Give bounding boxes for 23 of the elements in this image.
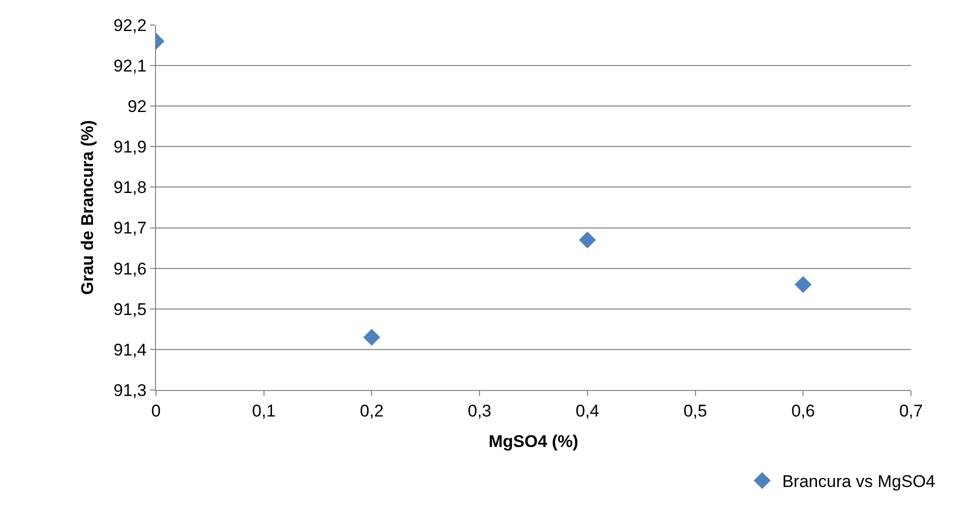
x-tick-label: 0,7 <box>899 401 923 420</box>
point <box>794 276 812 294</box>
y-tick-label: 92,1 <box>114 56 147 76</box>
legend-label: Brancura vs MgSO4 <box>782 472 936 492</box>
y-tick-label: 91,5 <box>114 300 147 319</box>
x-axis-title: MgSO4 (%) <box>488 432 578 451</box>
x-tick-label: 0,1 <box>252 401 276 420</box>
y-tick-label: 91,8 <box>114 178 147 198</box>
y-tick-label: 91,7 <box>114 218 147 238</box>
y-tick-label: 91,3 <box>114 380 147 400</box>
y-tick-label: 91,4 <box>114 340 147 360</box>
y-tick-label: 91,6 <box>114 259 147 278</box>
y-tick-label: 92 <box>128 97 147 116</box>
x-tick-label: 0,3 <box>468 401 492 420</box>
y-tick-label: 91,9 <box>114 138 147 157</box>
x-tick-label: 0,2 <box>360 401 384 420</box>
x-tick-label: 0,6 <box>791 401 815 420</box>
y-axis-title: Grau de Brancura (%) <box>78 120 98 295</box>
x-tick-label: 0,5 <box>683 401 708 420</box>
x-tick-label: 0 <box>151 401 161 420</box>
point <box>578 231 596 248</box>
x-tick-label: 0,4 <box>576 401 600 420</box>
y-tick-label: 92,2 <box>114 16 147 35</box>
